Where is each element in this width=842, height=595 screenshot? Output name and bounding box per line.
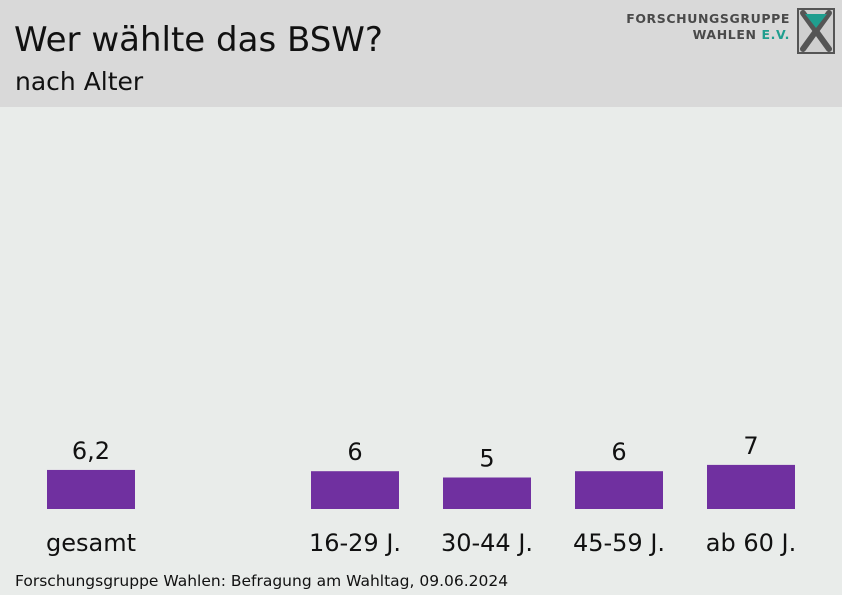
category-label-5: ab 60 J. — [706, 529, 796, 557]
data-label-2: 6 — [347, 438, 362, 466]
logo-text-wahlen: WAHLEN — [692, 27, 762, 42]
category-label-1: gesamt — [46, 529, 136, 557]
data-label-5: 7 — [743, 432, 758, 460]
bar-1 — [47, 469, 135, 509]
bar-2 — [311, 471, 399, 509]
logo-text-line2: WAHLEN E.V. — [693, 27, 790, 42]
chart-header: Wer wählte das BSW? nach Alter FORSCHUNG… — [0, 0, 842, 107]
bar-chart: 6,2 gesamt 6 16-29 J. 5 30-44 J. 6 45-59 J. 7 ab … — [46, 432, 796, 557]
category-label-2: 16-29 J. — [309, 529, 401, 557]
category-label-4: 45-59 J. — [573, 529, 665, 557]
logo-x-mark-icon — [797, 8, 835, 54]
logo-text-ev: E.V. — [761, 27, 790, 42]
chart-subtitle: nach Alter — [15, 67, 144, 96]
category-label-3: 30-44 J. — [441, 529, 533, 557]
data-label-1: 6,2 — [72, 437, 110, 465]
logo-text-line1: FORSCHUNGSGRUPPE — [626, 11, 790, 26]
source-note: Forschungsgruppe Wahlen: Befragung am Wa… — [15, 572, 509, 590]
bar-4 — [575, 471, 663, 509]
data-label-3: 5 — [479, 445, 494, 473]
chart-title: Wer wählte das BSW? — [14, 20, 383, 60]
bar-3 — [443, 477, 531, 509]
bar-5 — [707, 464, 795, 509]
data-label-4: 6 — [611, 438, 626, 466]
forschungsgruppe-wahlen-logo: FORSCHUNGSGRUPPE WAHLEN E.V. — [626, 7, 836, 59]
